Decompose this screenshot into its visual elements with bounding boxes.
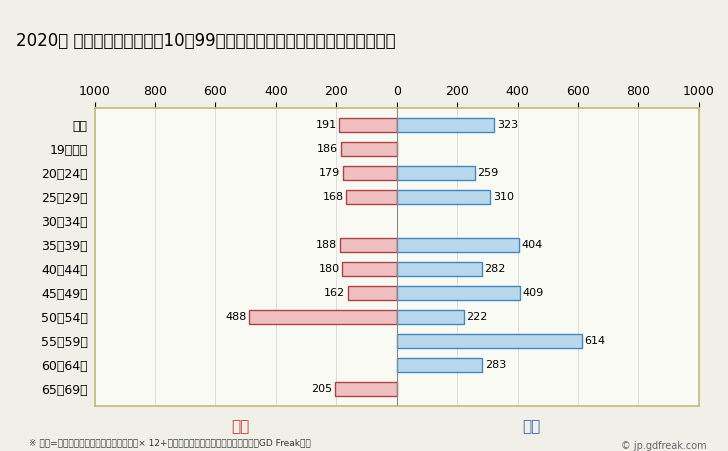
Bar bbox=[397, 262, 482, 276]
Bar bbox=[340, 239, 397, 252]
Text: 614: 614 bbox=[585, 336, 606, 346]
Bar bbox=[397, 335, 582, 348]
Text: 162: 162 bbox=[324, 288, 345, 298]
Text: 168: 168 bbox=[323, 192, 344, 202]
Text: 488: 488 bbox=[226, 312, 247, 322]
Bar bbox=[348, 286, 397, 299]
Bar bbox=[397, 310, 464, 324]
Bar bbox=[343, 166, 397, 179]
Text: ※ 年収=「きまって支給する現金給与額」× 12+「年間賞与その他特別給与額」としてGD Freak推計: ※ 年収=「きまって支給する現金給与額」× 12+「年間賞与その他特別給与額」と… bbox=[29, 438, 311, 447]
Bar bbox=[397, 239, 519, 252]
Text: 409: 409 bbox=[523, 288, 544, 298]
Text: 179: 179 bbox=[319, 168, 340, 178]
Text: 186: 186 bbox=[317, 144, 338, 154]
Bar bbox=[397, 286, 521, 299]
Text: 404: 404 bbox=[521, 240, 542, 250]
Bar bbox=[397, 166, 475, 179]
Text: 310: 310 bbox=[493, 192, 514, 202]
Text: 女性: 女性 bbox=[231, 419, 250, 434]
Text: 222: 222 bbox=[466, 312, 488, 322]
Bar bbox=[335, 382, 397, 396]
Text: 191: 191 bbox=[315, 120, 336, 130]
Text: 2020年 民間企業（従業者数10～99人）フルタイム労働者の男女別平均年収: 2020年 民間企業（従業者数10～99人）フルタイム労働者の男女別平均年収 bbox=[16, 32, 396, 50]
Bar bbox=[397, 190, 491, 204]
Bar bbox=[397, 359, 482, 372]
Bar bbox=[397, 119, 494, 132]
Text: 188: 188 bbox=[316, 240, 338, 250]
Bar bbox=[341, 143, 397, 156]
Text: 205: 205 bbox=[312, 384, 333, 394]
Bar bbox=[339, 119, 397, 132]
Text: 男性: 男性 bbox=[522, 419, 541, 434]
Text: 283: 283 bbox=[485, 360, 506, 370]
Bar bbox=[346, 190, 397, 204]
Text: 323: 323 bbox=[496, 120, 518, 130]
Bar bbox=[342, 262, 397, 276]
Bar bbox=[249, 310, 397, 324]
Text: 282: 282 bbox=[484, 264, 506, 274]
Text: © jp.gdfreak.com: © jp.gdfreak.com bbox=[620, 441, 706, 451]
Text: 180: 180 bbox=[319, 264, 340, 274]
Text: 259: 259 bbox=[478, 168, 499, 178]
